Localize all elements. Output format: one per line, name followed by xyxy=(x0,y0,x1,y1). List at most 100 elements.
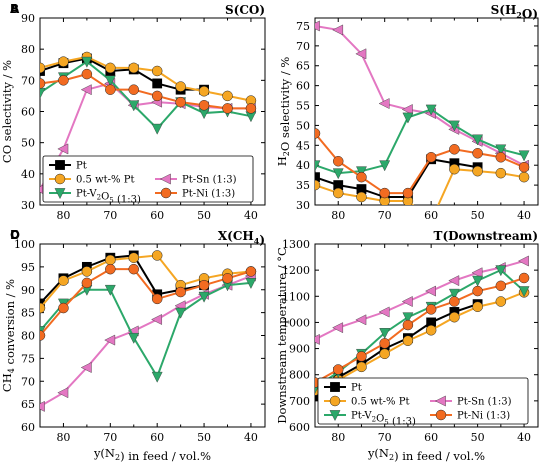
data-point-Pt05 xyxy=(449,163,460,175)
data-point-PtV2O5 xyxy=(104,284,116,296)
data-point-PtNi xyxy=(175,96,186,108)
data-point-PtSn xyxy=(57,143,69,155)
y-tick-label: 900 xyxy=(289,343,310,356)
y-tick-label: 1100 xyxy=(282,290,310,303)
data-point-PtNi xyxy=(472,148,483,159)
y-tick-label: 700 xyxy=(289,395,310,408)
y-tick-label: 35 xyxy=(296,179,310,192)
data-point-PtV2O5 xyxy=(518,286,530,298)
data-point-PtSn xyxy=(448,275,460,287)
y-tick-label: 80 xyxy=(21,330,35,343)
data-point-Pt05 xyxy=(105,62,116,74)
series-line-PtNi xyxy=(315,132,525,195)
x-tick-label: 50 xyxy=(197,209,211,222)
data-point-Pt05 xyxy=(128,252,139,263)
data-point-PtNi xyxy=(449,296,460,307)
y-tick-label: 65 xyxy=(296,60,310,73)
x-tick-label: 70 xyxy=(378,209,392,222)
y-axis-label: Downstream temperature / °C xyxy=(275,247,289,424)
x-tick-label: 60 xyxy=(150,431,164,444)
data-point-PtV2O5 xyxy=(402,312,414,324)
x-tick-label: 70 xyxy=(103,431,117,444)
panel-letter: D xyxy=(10,228,20,242)
data-point-PtV2O5 xyxy=(128,332,140,344)
data-point-Pt05 xyxy=(495,167,507,179)
data-point-PtSn xyxy=(80,84,92,96)
data-point-PtNi xyxy=(151,90,163,102)
data-point-PtSn xyxy=(104,334,116,346)
data-point-Pt05 xyxy=(40,302,46,314)
data-point-PtNi xyxy=(128,84,139,95)
data-point-PtV2O5 xyxy=(472,134,484,146)
y-axis-label: CO selectivity / % xyxy=(0,60,14,163)
y-tick-label: 40 xyxy=(21,168,35,181)
y-tick-label: 80 xyxy=(21,43,35,56)
y-tick-label: 70 xyxy=(21,74,35,87)
data-point-PtNi xyxy=(425,152,437,163)
series-line-PtNi xyxy=(40,73,251,110)
data-point-PtSn xyxy=(518,255,529,267)
data-point-PtV2O5 xyxy=(448,288,460,300)
data-point-Pt05 xyxy=(518,171,530,183)
data-point-Pt05 xyxy=(472,301,483,312)
panel-letter: A xyxy=(10,2,20,16)
x-tick-label: 40 xyxy=(244,209,258,222)
series-line-Pt05 xyxy=(315,168,525,205)
data-point-PtV2O5 xyxy=(198,291,210,303)
y-tick-label: 60 xyxy=(21,421,35,434)
legend-marker-PtSn xyxy=(434,395,446,407)
data-point-PtSn xyxy=(401,104,413,115)
x-tick-label: 80 xyxy=(56,431,70,444)
y-tick-label: 100 xyxy=(14,238,35,251)
y-tick-label: 30 xyxy=(296,199,310,212)
legend: Pt 0.5 wt-% Pt Pt-Sn (1:3) Pt-V2O5 (1:3) Pt-… xyxy=(317,377,529,428)
data-point-PtNi xyxy=(81,68,93,80)
data-point-PtSn xyxy=(315,20,320,32)
data-point-PtNi xyxy=(518,272,530,284)
x-tick-label: 50 xyxy=(197,431,211,444)
data-point-PtSn xyxy=(332,322,344,334)
legend-marker-PtSn xyxy=(159,173,171,185)
data-point-Pt05 xyxy=(495,296,507,307)
data-point-PtV2O5 xyxy=(495,144,507,156)
data-point-Pt05 xyxy=(449,311,460,323)
data-point-PtNi xyxy=(315,128,321,139)
y-tick-label: 600 xyxy=(289,421,310,434)
data-point-Pt05 xyxy=(40,62,46,74)
data-point-PtNi xyxy=(332,364,344,375)
panel-title: T(Downstream) xyxy=(434,229,538,243)
data-point-PtNi xyxy=(449,144,460,155)
legend-label-Pt: Pt xyxy=(351,383,362,394)
data-point-PtNi xyxy=(222,273,233,284)
data-point-PtNi xyxy=(58,75,69,86)
legend-label-PtNi: Pt-Ni (1:3) xyxy=(182,189,235,200)
data-point-PtV2O5 xyxy=(315,160,321,172)
data-point-PtNi xyxy=(222,103,233,114)
data-point-Pt05 xyxy=(105,254,116,266)
y-tick-label: 85 xyxy=(21,307,35,320)
panel-letter: C xyxy=(10,228,19,242)
series-line-PtNi xyxy=(315,277,525,384)
data-point-PtSn xyxy=(471,267,483,279)
series-line-PtV2O5 xyxy=(40,60,252,131)
series-line-PtSn xyxy=(315,24,525,167)
legend-label-Pt05: 0.5 wt-% Pt xyxy=(351,397,409,408)
y-axis-label: CH4 conversion / % xyxy=(0,279,17,392)
data-point-Pt05 xyxy=(402,335,414,346)
plot-frame xyxy=(314,17,539,206)
series-line-Pt05 xyxy=(40,254,252,309)
data-point-Pt05 xyxy=(198,85,210,97)
x-tick-label: 80 xyxy=(56,209,70,222)
data-point-Pt05 xyxy=(315,179,321,191)
data-point-PtV2O5 xyxy=(379,160,391,172)
data-point-PtNi xyxy=(245,103,257,114)
legend-label-PtNi: Pt-Ni (1:3) xyxy=(457,411,510,422)
data-point-PtV2O5 xyxy=(81,56,93,68)
y-tick-label: 50 xyxy=(296,119,310,132)
legend-marker-PtNi xyxy=(435,409,447,421)
data-point-PtV2O5 xyxy=(379,328,391,339)
data-point-PtNi xyxy=(402,187,414,199)
legend-label-PtSn: Pt-Sn (1:3) xyxy=(457,397,512,408)
legend-marker-Pt xyxy=(55,160,65,170)
